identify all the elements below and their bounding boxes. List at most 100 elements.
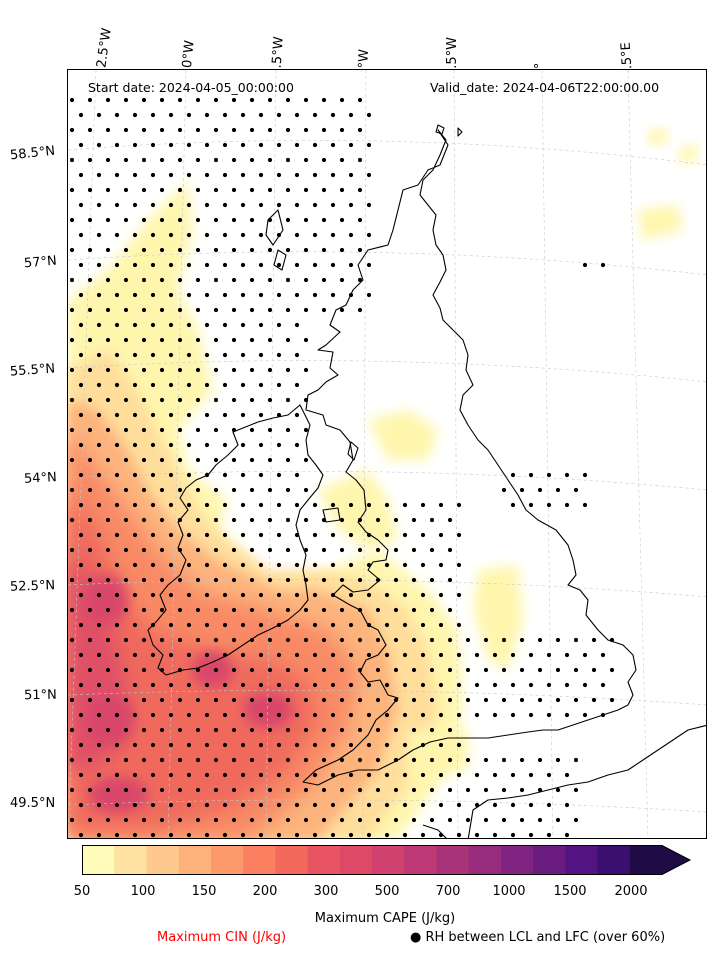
rh-dot (177, 457, 183, 463)
rh-dot (87, 157, 93, 163)
rh-dot (213, 337, 219, 343)
rh-dot (96, 562, 102, 568)
rh-dot (132, 502, 138, 508)
rh-dot (321, 577, 327, 583)
rh-dot (132, 802, 138, 808)
rh-dot (114, 532, 120, 538)
rh-dot (384, 772, 390, 778)
rh-dot (294, 352, 300, 358)
rh-dot (177, 427, 183, 433)
rh-dot (141, 787, 147, 793)
rh-dot (222, 352, 228, 358)
rh-dot (420, 682, 426, 688)
rh-dot (609, 697, 615, 703)
rh-dot (222, 412, 228, 418)
rh-dot (159, 787, 165, 793)
rh-dot (357, 307, 363, 313)
rh-dot (258, 202, 264, 208)
rh-dot (366, 262, 372, 268)
rh-dot (411, 667, 417, 673)
colorbar-tick: 2000 (614, 884, 648, 899)
rh-dot (195, 187, 201, 193)
rh-dot (546, 802, 552, 808)
rh-dot (501, 817, 507, 823)
rh-dot (222, 802, 228, 808)
rh-dot (384, 802, 390, 808)
rh-dot (402, 832, 408, 838)
rh-dot (393, 817, 399, 823)
rh-dot (222, 292, 228, 298)
rh-dot (69, 637, 75, 643)
rh-dot (159, 157, 165, 163)
colorbar-svg (82, 845, 692, 875)
rh-dot (195, 127, 201, 133)
rh-dot (321, 757, 327, 763)
rh-dot (330, 682, 336, 688)
rh-dot (501, 787, 507, 793)
rh-dot (519, 757, 525, 763)
rh-dot (249, 157, 255, 163)
rh-dot (321, 157, 327, 163)
rh-dot (573, 637, 579, 643)
rh-dot (294, 112, 300, 118)
rh-dot (411, 697, 417, 703)
rh-dot (249, 757, 255, 763)
rh-dot (339, 127, 345, 133)
rh-dot (285, 577, 291, 583)
rh-dot (240, 322, 246, 328)
rh-dot (168, 232, 174, 238)
rh-dot (276, 202, 282, 208)
rh-dot (285, 97, 291, 103)
rh-dot (123, 337, 129, 343)
rh-dot (384, 682, 390, 688)
rh-dot (132, 352, 138, 358)
rh-dot (114, 412, 120, 418)
colorbar-segment (500, 845, 534, 875)
rh-dot (456, 652, 462, 658)
rh-legend: ● RH between LCL and LFC (over 60%) (410, 930, 665, 945)
rh-dot (204, 532, 210, 538)
rh-dot (258, 682, 264, 688)
rh-dot (204, 772, 210, 778)
rh-dot (294, 682, 300, 688)
rh-dot (195, 757, 201, 763)
rh-dot (78, 322, 84, 328)
rh-dot (159, 97, 165, 103)
rh-dot (357, 727, 363, 733)
rh-dot (105, 97, 111, 103)
rh-dot (564, 772, 570, 778)
rh-dot (321, 727, 327, 733)
rh-dot (528, 502, 534, 508)
rh-dot (141, 577, 147, 583)
rh-dot (249, 367, 255, 373)
rh-dot (222, 202, 228, 208)
rh-dot (114, 352, 120, 358)
rh-dot (195, 397, 201, 403)
rh-dot (78, 172, 84, 178)
rh-dot (357, 577, 363, 583)
rh-dot (555, 637, 561, 643)
rh-dot (420, 622, 426, 628)
rh-dot (339, 217, 345, 223)
rh-dot (339, 307, 345, 313)
rh-dot (321, 217, 327, 223)
rh-dot (393, 517, 399, 523)
rh-dot (537, 817, 543, 823)
rh-dot (96, 232, 102, 238)
rh-dot (285, 457, 291, 463)
rh-dot (132, 202, 138, 208)
rh-dot (105, 307, 111, 313)
rh-dot (177, 727, 183, 733)
rh-dot (339, 577, 345, 583)
rh-dot (132, 832, 138, 838)
rh-dot (240, 532, 246, 538)
rh-dot (438, 592, 444, 598)
rh-dot (267, 247, 273, 253)
rh-dot (249, 817, 255, 823)
rh-dot (78, 742, 84, 748)
rh-dot (258, 472, 264, 478)
rh-dot (177, 217, 183, 223)
rh-dot (204, 232, 210, 238)
rh-dot (321, 697, 327, 703)
rh-dot (582, 472, 588, 478)
